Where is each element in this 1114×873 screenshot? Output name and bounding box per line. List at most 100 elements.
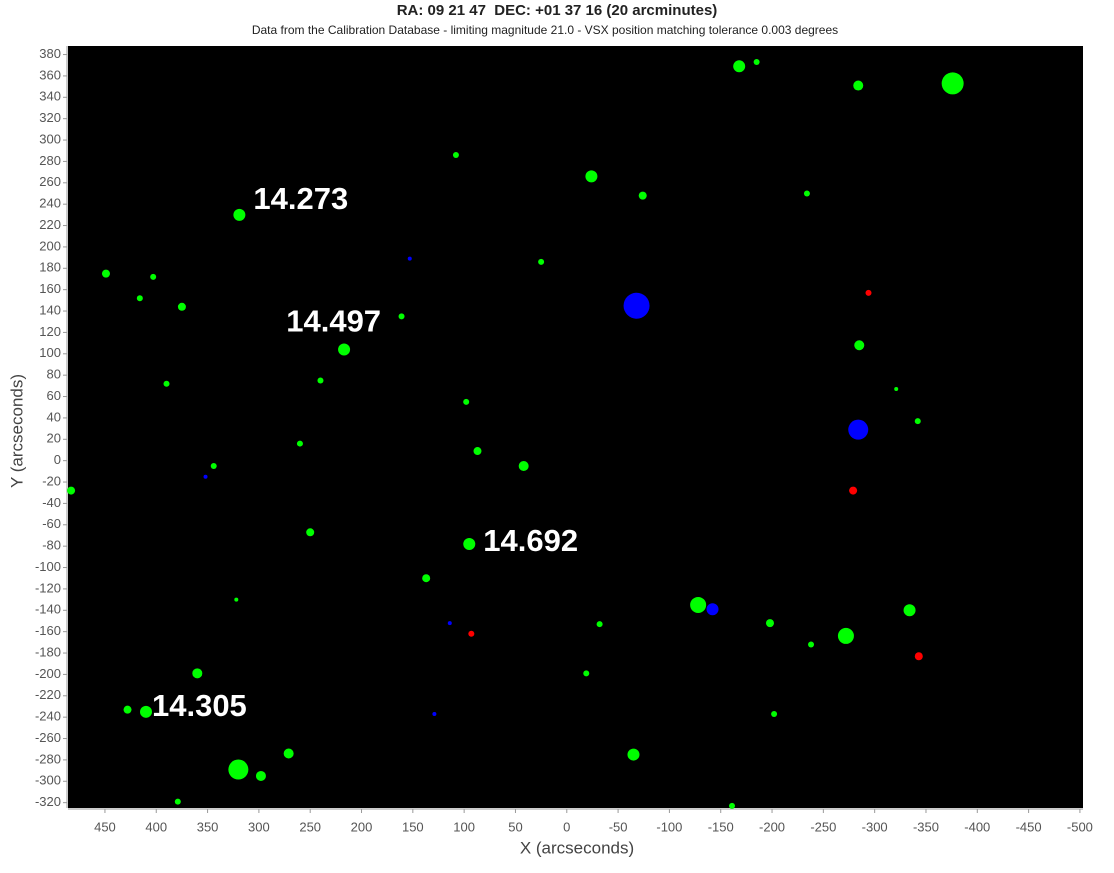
star (210, 463, 217, 470)
x-tick-label: 300 (248, 819, 270, 834)
star (623, 292, 650, 319)
plot-area (68, 46, 1083, 808)
y-tick-label: 360 (39, 67, 61, 82)
y-tick-label: -120 (35, 580, 61, 595)
star (808, 641, 815, 648)
y-tick-label: -40 (42, 495, 61, 510)
y-tick-label: -180 (35, 644, 61, 659)
star (452, 152, 459, 159)
y-tick-label: -260 (35, 730, 61, 745)
y-tick-label: 120 (39, 324, 61, 339)
star (447, 621, 452, 626)
star (203, 474, 208, 479)
y-tick-label: 60 (47, 388, 61, 403)
star (894, 387, 899, 392)
x-tick-label: 400 (145, 819, 167, 834)
star (733, 60, 746, 73)
x-tick-label: 200 (351, 819, 373, 834)
x-tick-label: -500 (1067, 819, 1093, 834)
star (255, 770, 266, 781)
star (192, 668, 203, 679)
star (338, 343, 351, 356)
y-tick-label: -100 (35, 559, 61, 574)
x-tick-label: -450 (1016, 819, 1042, 834)
star (706, 603, 719, 616)
y-tick-label: 180 (39, 260, 61, 275)
star (432, 711, 437, 716)
star (729, 802, 736, 809)
y-tick-label: 40 (47, 409, 61, 424)
star (753, 59, 760, 66)
star (177, 302, 186, 311)
y-tick-label: 340 (39, 89, 61, 104)
star (803, 190, 810, 197)
star (139, 705, 152, 718)
star (914, 418, 921, 425)
star (690, 596, 707, 613)
x-tick-label: -250 (810, 819, 836, 834)
star (407, 256, 412, 261)
y-tick-label: 260 (39, 174, 61, 189)
y-tick-label: 0 (54, 452, 61, 467)
chart-subtitle: Data from the Calibration Database - lim… (252, 23, 838, 37)
star (583, 670, 590, 677)
star (174, 798, 181, 805)
y-axis-label: Y (arcseconds) (7, 374, 26, 488)
y-tick-label: -280 (35, 751, 61, 766)
y-tick-label: 320 (39, 110, 61, 125)
y-tick-label: 300 (39, 131, 61, 146)
x-axis-label: X (arcseconds) (520, 838, 634, 857)
x-tick-label: -350 (913, 819, 939, 834)
star (771, 710, 778, 717)
y-tick-label: -200 (35, 666, 61, 681)
y-tick-label: 280 (39, 153, 61, 168)
y-tick-label: 80 (47, 367, 61, 382)
star (941, 72, 964, 95)
star (422, 574, 431, 583)
star (627, 748, 640, 761)
star (638, 191, 647, 200)
y-tick-label: 240 (39, 196, 61, 211)
star (585, 170, 598, 183)
x-tick-label: 250 (299, 819, 321, 834)
y-tick-label: 140 (39, 302, 61, 317)
star (136, 295, 143, 302)
y-tick-label: -60 (42, 516, 61, 531)
x-tick-label: -300 (862, 819, 888, 834)
star (596, 621, 603, 628)
star (765, 619, 774, 628)
x-tick-label: 150 (402, 819, 424, 834)
x-tick-label: -50 (609, 819, 628, 834)
star (538, 258, 545, 265)
star (317, 377, 324, 384)
star (463, 538, 476, 551)
star (849, 486, 858, 495)
star (473, 447, 482, 456)
star (306, 528, 315, 537)
y-tick-label: -20 (42, 473, 61, 488)
x-tick-label: -200 (759, 819, 785, 834)
star (296, 440, 303, 447)
y-tick-label: -320 (35, 794, 61, 809)
x-tick-label: 0 (563, 819, 570, 834)
star (233, 208, 246, 221)
y-tick-label: -160 (35, 623, 61, 638)
star (150, 273, 157, 280)
x-tick-label: -400 (964, 819, 990, 834)
star (463, 398, 470, 405)
x-tick-label: 350 (197, 819, 219, 834)
y-tick-label: 160 (39, 281, 61, 296)
y-tick-label: -220 (35, 687, 61, 702)
y-tick-label: -300 (35, 773, 61, 788)
star (228, 759, 249, 780)
chart-title: RA: 09 21 47 DEC: +01 37 16 (20 arcminut… (397, 2, 718, 19)
x-tick-label: 450 (94, 819, 116, 834)
star (283, 748, 294, 759)
star (848, 419, 869, 440)
y-tick-label: -240 (35, 709, 61, 724)
star (398, 313, 405, 320)
star (914, 652, 923, 661)
annotation: 14.692 (483, 523, 578, 558)
annotation: 14.497 (286, 304, 381, 339)
star (234, 597, 239, 602)
